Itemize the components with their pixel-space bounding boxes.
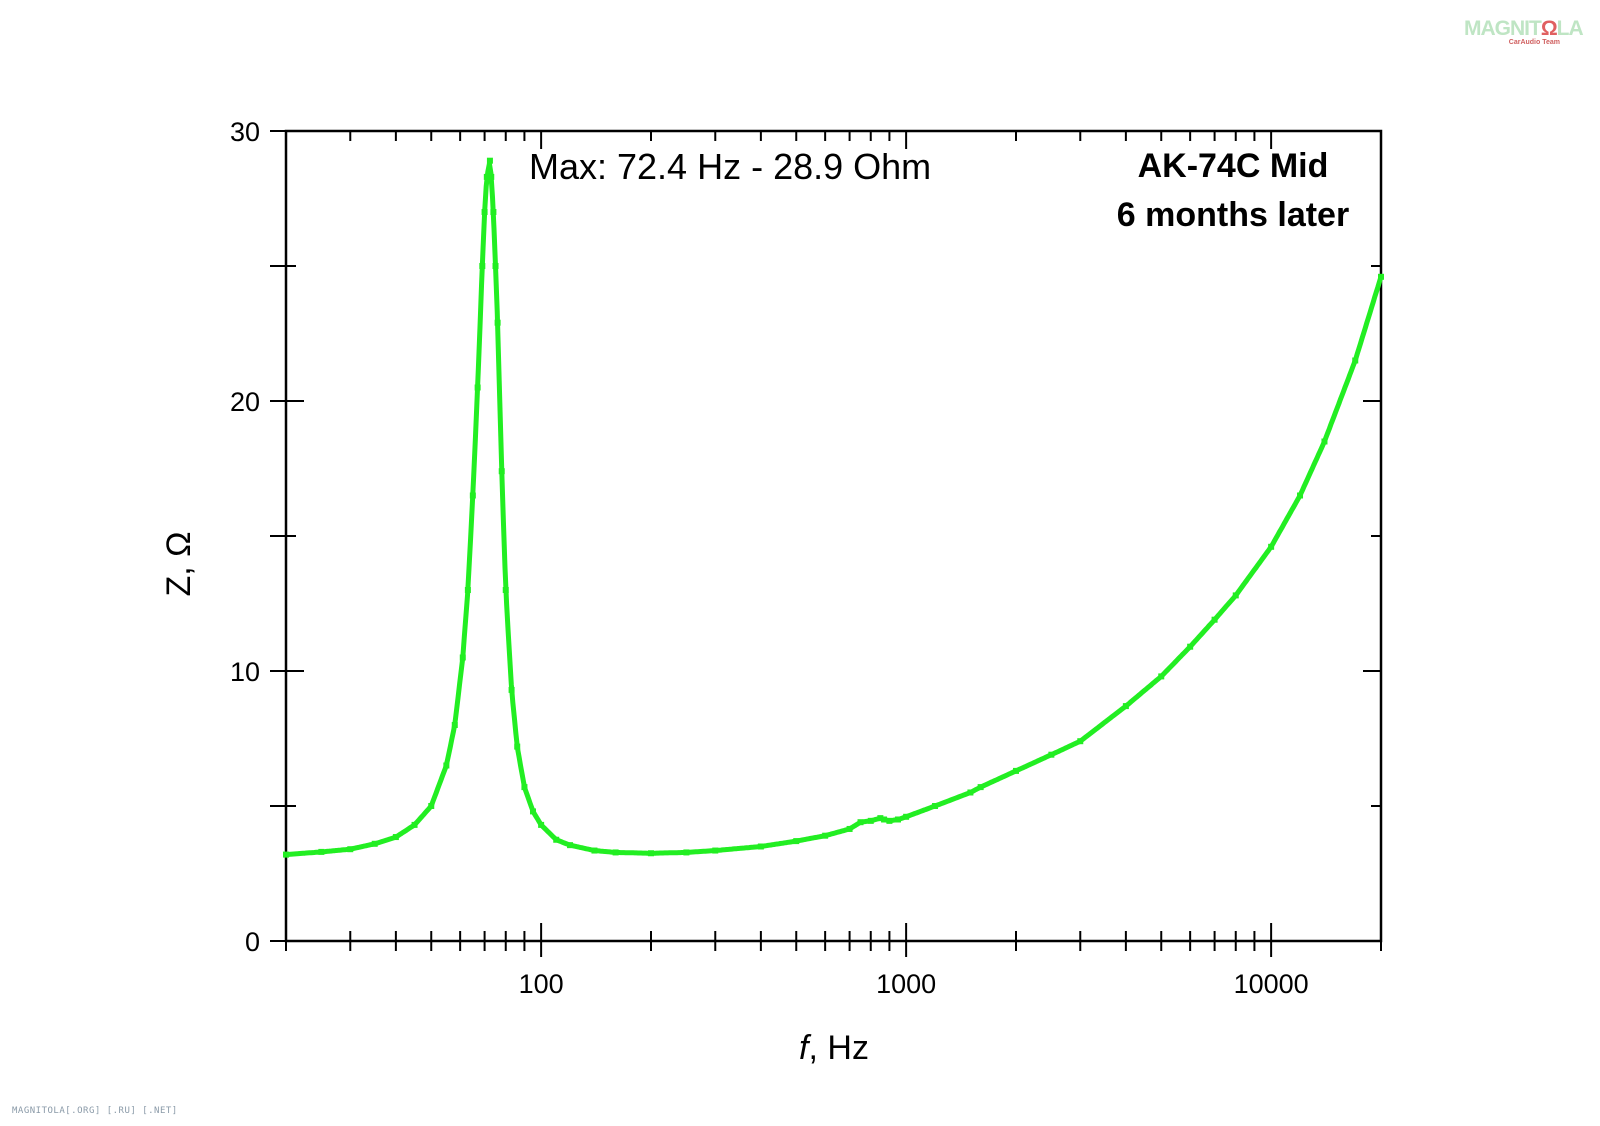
chart-title-line-2: 6 months later	[1117, 196, 1349, 234]
data-point	[881, 816, 888, 823]
series-layer	[283, 157, 1384, 858]
y-tick-label: 0	[245, 927, 260, 957]
logo-wordmark: MAGNITΩLA	[1464, 17, 1584, 40]
data-point	[1048, 751, 1055, 758]
data-point	[846, 825, 853, 832]
y-tick-label: 30	[230, 117, 260, 147]
logo-text-end: LA	[1556, 17, 1584, 40]
data-point	[318, 848, 325, 855]
data-point	[538, 821, 545, 828]
y-axis-ticks: 0 10 20 30	[230, 117, 1381, 957]
data-point	[1297, 492, 1304, 499]
data-point	[977, 784, 984, 791]
data-point	[757, 843, 764, 850]
x-tick-label: 1000	[876, 969, 936, 999]
data-point	[1321, 438, 1328, 445]
data-point	[894, 816, 901, 823]
data-point	[283, 851, 289, 858]
data-point	[1187, 643, 1194, 650]
data-point	[529, 808, 536, 815]
data-point	[498, 468, 505, 475]
data-point	[1077, 738, 1084, 745]
data-point	[877, 815, 884, 822]
data-point	[392, 834, 399, 841]
data-point	[612, 849, 619, 856]
data-point	[474, 384, 481, 391]
data-point	[648, 850, 654, 857]
logo-text-start: MAGNIT	[1464, 17, 1542, 40]
x-tick-label: 100	[519, 969, 564, 999]
data-point	[822, 832, 829, 839]
data-point	[464, 587, 471, 593]
x-axis-label: f, Hz	[799, 1029, 869, 1067]
data-point	[1378, 273, 1384, 280]
data-point	[1122, 703, 1129, 710]
data-point	[591, 847, 598, 854]
data-point	[1158, 673, 1165, 680]
data-point	[490, 209, 497, 215]
data-point	[567, 842, 574, 849]
data-point	[494, 319, 501, 326]
data-point	[514, 743, 521, 750]
data-point	[488, 173, 495, 180]
magnitola-logo: MAGNITΩLA CarAudio Team	[1464, 17, 1584, 50]
data-point	[793, 838, 800, 845]
data-point	[508, 686, 515, 693]
data-point	[903, 813, 910, 820]
data-point	[553, 836, 560, 843]
max-annotation: Max: 72.4 Hz - 28.9 Ohm	[529, 146, 931, 187]
chart-title-line-1: AK-74C Mid	[1138, 147, 1329, 185]
data-point	[867, 817, 874, 824]
plot-border	[284, 129, 1383, 943]
data-point	[683, 849, 690, 856]
data-point	[1013, 767, 1019, 774]
data-point	[712, 847, 719, 854]
data-point	[481, 209, 488, 215]
y-tick-label: 10	[230, 657, 260, 687]
x-axis-ticks: 100 1000 10000	[285, 131, 1382, 999]
data-point	[479, 263, 486, 269]
data-point	[886, 817, 893, 824]
data-point	[443, 762, 450, 769]
y-tick-label: 20	[230, 387, 260, 417]
data-point	[521, 784, 528, 791]
data-point	[428, 803, 435, 809]
data-point	[1268, 543, 1275, 550]
data-point	[483, 173, 490, 180]
series-line	[285, 161, 1384, 858]
data-point	[857, 819, 864, 826]
y-axis-label: Z, Ω	[160, 531, 198, 596]
x-axis-label-unit: , Hz	[809, 1029, 869, 1067]
data-point	[1211, 616, 1218, 623]
plot-frame	[284, 129, 1383, 943]
logo-subtitle: CarAudio Team	[1508, 39, 1560, 46]
data-point	[486, 157, 493, 164]
data-point	[371, 840, 378, 847]
data-point	[492, 263, 499, 269]
data-point	[347, 846, 354, 853]
data-point	[411, 821, 418, 828]
data-point	[1232, 592, 1239, 599]
logo-omega-icon: Ω	[1540, 17, 1558, 40]
footer-text: MAGNITOLA[.ORG] [.RU] [.NET]	[12, 1106, 178, 1116]
data-point	[451, 722, 458, 728]
data-point	[967, 789, 974, 796]
data-point	[459, 654, 466, 661]
data-point	[1352, 357, 1359, 364]
data-point	[502, 587, 509, 593]
data-point	[932, 803, 939, 809]
x-tick-label: 10000	[1234, 969, 1309, 999]
data-point	[469, 492, 476, 499]
